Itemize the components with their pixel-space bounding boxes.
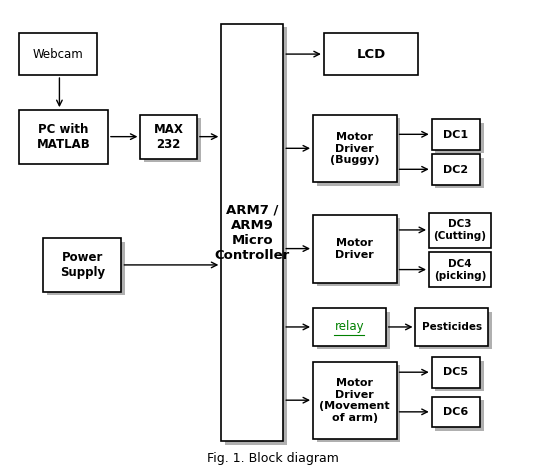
Bar (144, 118, 201, 162)
Text: DC5: DC5 (444, 367, 468, 378)
Text: Webcam: Webcam (33, 48, 83, 60)
Text: Motor
Driver
(Movement
of arm): Motor Driver (Movement of arm) (319, 378, 390, 423)
Bar (432, 119, 480, 150)
Bar (435, 361, 484, 391)
Bar (419, 312, 492, 349)
Bar (313, 215, 397, 283)
Text: DC2: DC2 (443, 165, 469, 175)
Bar (324, 33, 418, 75)
Text: Power
Supply: Power Supply (60, 251, 105, 279)
Bar (43, 238, 122, 292)
Bar (19, 110, 108, 164)
Bar (435, 158, 484, 188)
Bar (313, 362, 397, 439)
Text: relay: relay (335, 320, 364, 333)
Bar (225, 27, 287, 445)
Bar (432, 154, 480, 185)
Bar (313, 308, 386, 346)
Text: DC1: DC1 (443, 129, 469, 140)
Bar (432, 357, 480, 388)
Bar (221, 24, 283, 441)
Text: Motor
Driver
(Buggy): Motor Driver (Buggy) (330, 132, 379, 165)
Text: DC4
(picking): DC4 (picking) (434, 259, 486, 281)
Bar (313, 115, 397, 182)
Bar (429, 253, 491, 287)
Text: DC6: DC6 (443, 407, 469, 417)
Bar (415, 308, 488, 346)
Text: PC with
MATLAB: PC with MATLAB (37, 123, 90, 151)
Text: MAX
232: MAX 232 (154, 123, 184, 151)
Bar (140, 115, 197, 159)
Bar (435, 400, 484, 430)
Text: Motor
Driver: Motor Driver (335, 238, 374, 260)
Text: Fig. 1. Block diagram: Fig. 1. Block diagram (207, 452, 338, 464)
Bar (317, 312, 390, 349)
Text: DC3
(Cutting): DC3 (Cutting) (433, 219, 487, 241)
Bar (19, 33, 97, 75)
Text: ARM7 /
ARM9
Micro
Controller: ARM7 / ARM9 Micro Controller (215, 203, 290, 261)
Bar (47, 242, 125, 295)
Text: LCD: LCD (356, 48, 385, 60)
Bar (429, 213, 491, 248)
Text: Pesticides: Pesticides (422, 322, 482, 332)
Bar (317, 365, 401, 442)
Bar (317, 218, 401, 286)
Bar (432, 397, 480, 427)
Bar (435, 123, 484, 153)
Bar (317, 118, 401, 185)
